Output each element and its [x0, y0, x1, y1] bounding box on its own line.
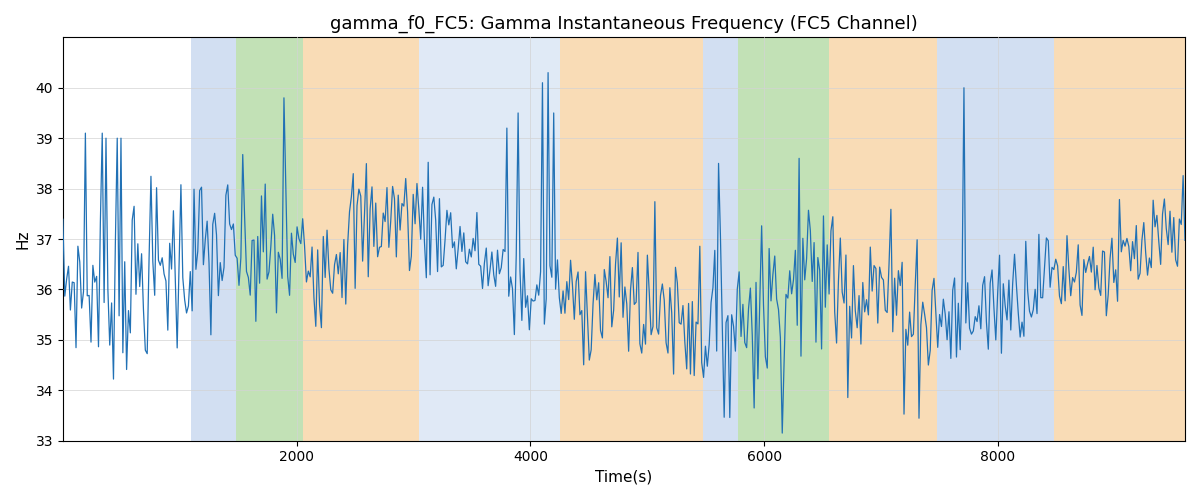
- Bar: [192, 38, 236, 440]
- Bar: [236, 38, 302, 440]
- Bar: [559, 38, 703, 440]
- Bar: [469, 38, 559, 440]
- Bar: [738, 38, 828, 440]
- Bar: [828, 38, 937, 440]
- Bar: [1054, 38, 1186, 440]
- Y-axis label: Hz: Hz: [16, 230, 30, 249]
- X-axis label: Time(s): Time(s): [595, 470, 653, 485]
- Title: gamma_f0_FC5: Gamma Instantaneous Frequency (FC5 Channel): gamma_f0_FC5: Gamma Instantaneous Freque…: [330, 15, 918, 34]
- Bar: [420, 38, 469, 440]
- Bar: [302, 38, 420, 440]
- Bar: [937, 38, 1054, 440]
- Bar: [703, 38, 738, 440]
